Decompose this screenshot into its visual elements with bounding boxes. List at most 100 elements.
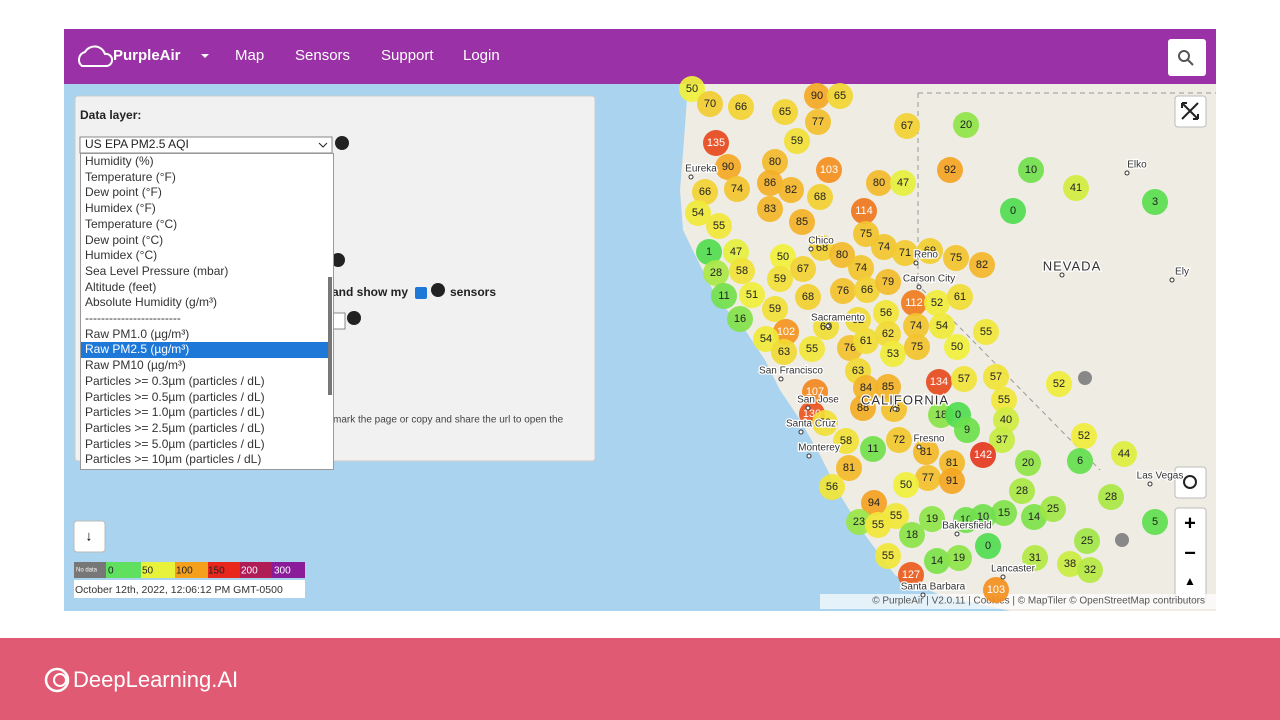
sensor-marker[interactable] [696, 239, 722, 265]
sensor-marker[interactable] [890, 170, 916, 196]
sensor-marker[interactable] [853, 328, 879, 354]
sensor-marker[interactable] [973, 319, 999, 345]
dropdown-option[interactable]: Absolute Humidity (g/m³) [85, 295, 218, 310]
sensor-marker[interactable] [866, 170, 892, 196]
caret[interactable] [201, 54, 209, 58]
sensor-marker[interactable] [880, 341, 906, 367]
sensor-marker[interactable] [827, 83, 853, 109]
sensor-marker[interactable] [853, 375, 879, 401]
sensor-marker[interactable] [790, 256, 816, 282]
info-icon[interactable] [331, 253, 345, 267]
north-button[interactable]: ▲ [1184, 574, 1196, 588]
sensor-marker[interactable] [854, 277, 880, 303]
dropdown-option[interactable]: Humidex (°F) [85, 201, 156, 216]
dropdown-list[interactable]: Humidity (%) Temperature (°F) Dew point (°… [80, 153, 334, 470]
sensor-marker[interactable] [715, 154, 741, 180]
sensor-marker[interactable] [850, 395, 876, 421]
sensor-marker[interactable] [975, 533, 1001, 559]
sensor-marker[interactable] [799, 336, 825, 362]
sensor-marker[interactable] [711, 283, 737, 309]
sensor-marker[interactable] [917, 238, 943, 264]
sensor-marker[interactable] [926, 369, 952, 395]
sensor-marker[interactable] [762, 296, 788, 322]
sensor-marker[interactable] [871, 234, 897, 260]
sensor-marker[interactable] [816, 157, 842, 183]
sensor-marker[interactable] [939, 468, 965, 494]
sensor-marker[interactable] [819, 474, 845, 500]
sensor-marker[interactable] [989, 427, 1015, 453]
nav-link[interactable]: Map [235, 47, 264, 64]
dropdown-option[interactable]: Particles >= 10µm (particles / dL) [85, 452, 262, 467]
dropdown-option[interactable]: Temperature (°C) [85, 216, 178, 231]
sensor-marker[interactable] [929, 313, 955, 339]
sensor-marker[interactable] [892, 240, 918, 266]
sensor-marker[interactable] [851, 198, 877, 224]
sensor-marker[interactable] [753, 326, 779, 352]
sensor-marker[interactable] [1046, 371, 1072, 397]
sensor-marker[interactable] [770, 244, 796, 270]
sensor-marker[interactable] [1040, 496, 1066, 522]
sensor-marker[interactable] [771, 339, 797, 365]
nav-link[interactable]: Sensors [295, 47, 350, 64]
sensor-marker[interactable] [757, 170, 783, 196]
sensor-marker[interactable] [762, 149, 788, 175]
sensor-marker[interactable] [861, 490, 887, 516]
sensor-marker[interactable] [924, 548, 950, 574]
brand[interactable]: PurpleAir [113, 47, 181, 64]
sensor-marker[interactable] [848, 255, 874, 281]
sensor-marker[interactable] [883, 503, 909, 529]
sensor-marker[interactable] [1015, 450, 1041, 476]
sensor-marker[interactable] [1000, 198, 1026, 224]
sensor-marker[interactable] [886, 427, 912, 453]
dropdown-option[interactable]: Raw PM1.0 (µg/m³) [85, 326, 190, 341]
dropdown-option[interactable]: Humidex (°C) [85, 248, 158, 263]
sensor-marker[interactable] [795, 284, 821, 310]
sensor-marker[interactable] [805, 109, 831, 135]
sensor-marker[interactable] [903, 313, 929, 339]
locate-button[interactable] [1174, 466, 1207, 499]
sensor-marker[interactable] [1071, 423, 1097, 449]
sensor-marker[interactable] [899, 522, 925, 548]
sensor-marker[interactable] [954, 417, 980, 443]
sensor-marker[interactable] [937, 157, 963, 183]
sensor-marker[interactable] [1098, 484, 1124, 510]
dropdown-option[interactable]: Dew point (°F) [85, 185, 162, 200]
sensor-marker[interactable] [804, 83, 830, 109]
sensor-marker[interactable] [919, 506, 945, 532]
sensor-marker[interactable] [915, 465, 941, 491]
dropdown-option[interactable]: Particles >= 1.0µm (particles / dL) [85, 405, 265, 420]
sensor-marker[interactable] [773, 319, 799, 345]
sensor-marker[interactable] [703, 260, 729, 286]
select-value[interactable]: US EPA PM2.5 AQI [85, 137, 189, 151]
sensor-marker[interactable] [875, 321, 901, 347]
nav-link[interactable]: Login [463, 47, 500, 64]
dropdown-option[interactable]: Raw PM10 (µg/m³) [85, 358, 186, 373]
sensor-marker[interactable] [943, 245, 969, 271]
sensor-marker[interactable] [778, 177, 804, 203]
sensor-marker[interactable] [873, 300, 899, 326]
zoom-in[interactable]: + [1184, 512, 1196, 534]
sensor-marker[interactable] [1063, 175, 1089, 201]
sensor-marker[interactable] [739, 282, 765, 308]
sensor-marker[interactable] [807, 184, 833, 210]
sensor-marker[interactable] [836, 455, 862, 481]
sensor-marker[interactable] [724, 176, 750, 202]
sensor-marker[interactable] [697, 91, 723, 117]
sensor-marker[interactable] [1142, 509, 1168, 535]
sensor-marker[interactable] [947, 284, 973, 310]
sensor-marker[interactable] [767, 266, 793, 292]
sensor-marker[interactable] [953, 112, 979, 138]
sensor-marker[interactable] [944, 334, 970, 360]
dropdown-option[interactable]: Altitude (feet) [85, 279, 157, 294]
dropdown-option[interactable]: Particles >= 2.5µm (particles / dL) [85, 420, 265, 435]
checkbox[interactable] [415, 287, 427, 299]
sensor-marker[interactable] [901, 290, 927, 316]
dropdown-option[interactable]: Dew point (°C) [85, 232, 164, 247]
sensor-marker[interactable] [991, 500, 1017, 526]
sensor-marker[interactable] [969, 252, 995, 278]
dropdown-option[interactable]: Particles >= 5.0µm (particles / dL) [85, 436, 265, 451]
sensor-marker[interactable] [970, 442, 996, 468]
dropdown-option[interactable]: Particles >= 0.5µm (particles / dL) [85, 389, 265, 404]
sensor-marker[interactable] [904, 334, 930, 360]
sensor-marker[interactable] [983, 364, 1009, 390]
